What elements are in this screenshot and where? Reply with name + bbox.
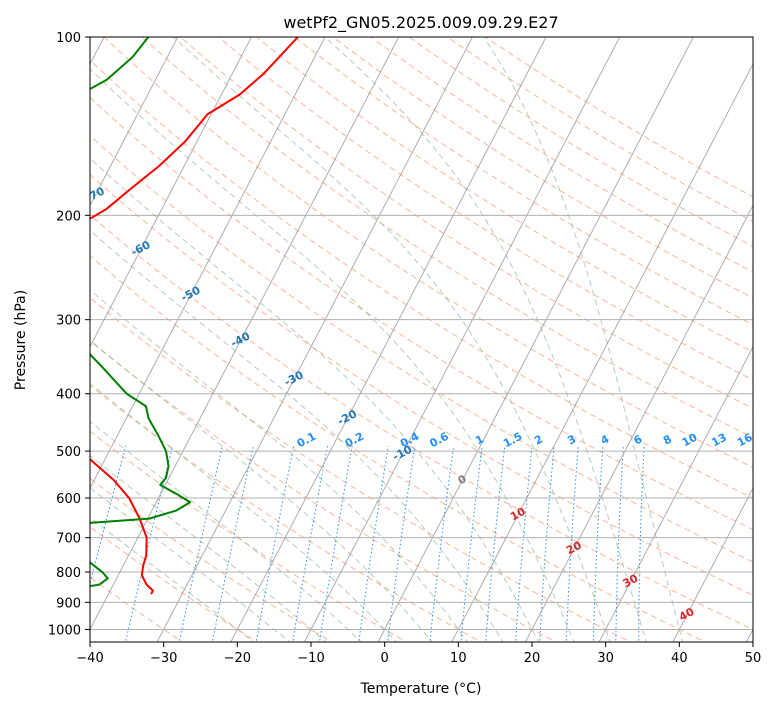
y-tick-label: 500 xyxy=(56,445,81,460)
y-tick-label: 400 xyxy=(56,388,81,403)
x-tick-label: −20 xyxy=(224,651,251,666)
x-tick-label: 0 xyxy=(381,651,389,666)
chart-title: wetPf2_GN05.2025.009.09.29.E27 xyxy=(283,13,558,33)
x-axis-label: Temperature (°C) xyxy=(360,681,482,697)
y-tick-label: 700 xyxy=(56,532,81,547)
y-tick-label: 600 xyxy=(56,492,81,507)
x-tick-label: 10 xyxy=(450,651,467,666)
y-tick-label: 100 xyxy=(56,31,81,46)
x-tick-label: −30 xyxy=(150,651,177,666)
y-tick-label: 900 xyxy=(56,596,81,611)
x-tick-label: 20 xyxy=(524,651,541,666)
y-axis-label: Pressure (hPa) xyxy=(13,290,29,390)
y-tick-label: 200 xyxy=(56,209,81,224)
x-tick-label: 40 xyxy=(671,651,688,666)
x-tick-label: −10 xyxy=(297,651,324,666)
y-tick-label: 800 xyxy=(56,566,81,581)
y-tick-label: 300 xyxy=(56,314,81,329)
x-tick-label: −40 xyxy=(76,651,103,666)
x-tick-label: 30 xyxy=(597,651,614,666)
x-tick-label: 50 xyxy=(745,651,762,666)
y-tick-label: 1000 xyxy=(48,623,81,638)
